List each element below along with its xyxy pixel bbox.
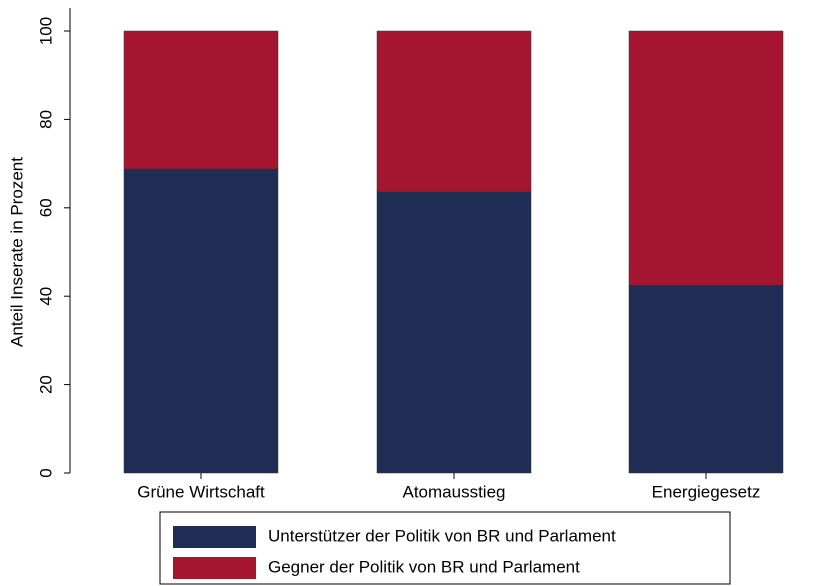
y-tick-label: 60 [36, 198, 55, 217]
x-tick-label: Atomausstieg [403, 482, 506, 501]
bar-segment [123, 168, 279, 474]
y-tick-label: 40 [36, 287, 55, 306]
bar-segment [628, 30, 784, 286]
y-tick-label: 80 [36, 110, 55, 129]
bar-segment [376, 30, 532, 193]
bar-segment [376, 191, 532, 474]
x-tick-label: Grüne Wirtschaft [137, 482, 265, 501]
y-tick-label: 0 [36, 468, 55, 477]
legend-swatch [173, 557, 256, 579]
bar-segment [628, 284, 784, 474]
y-tick-label: 20 [36, 375, 55, 394]
legend-label: Unterstützer der Politik von BR und Parl… [268, 526, 616, 545]
x-tick-label: Energiegesetz [652, 482, 761, 501]
y-tick-label: 100 [36, 17, 55, 45]
legend-swatch [173, 526, 256, 548]
y-axis-title: Anteil Inserate in Prozent [7, 157, 26, 347]
legend-label: Gegner der Politik von BR und Parlament [268, 557, 580, 576]
bar-segment [123, 30, 279, 170]
